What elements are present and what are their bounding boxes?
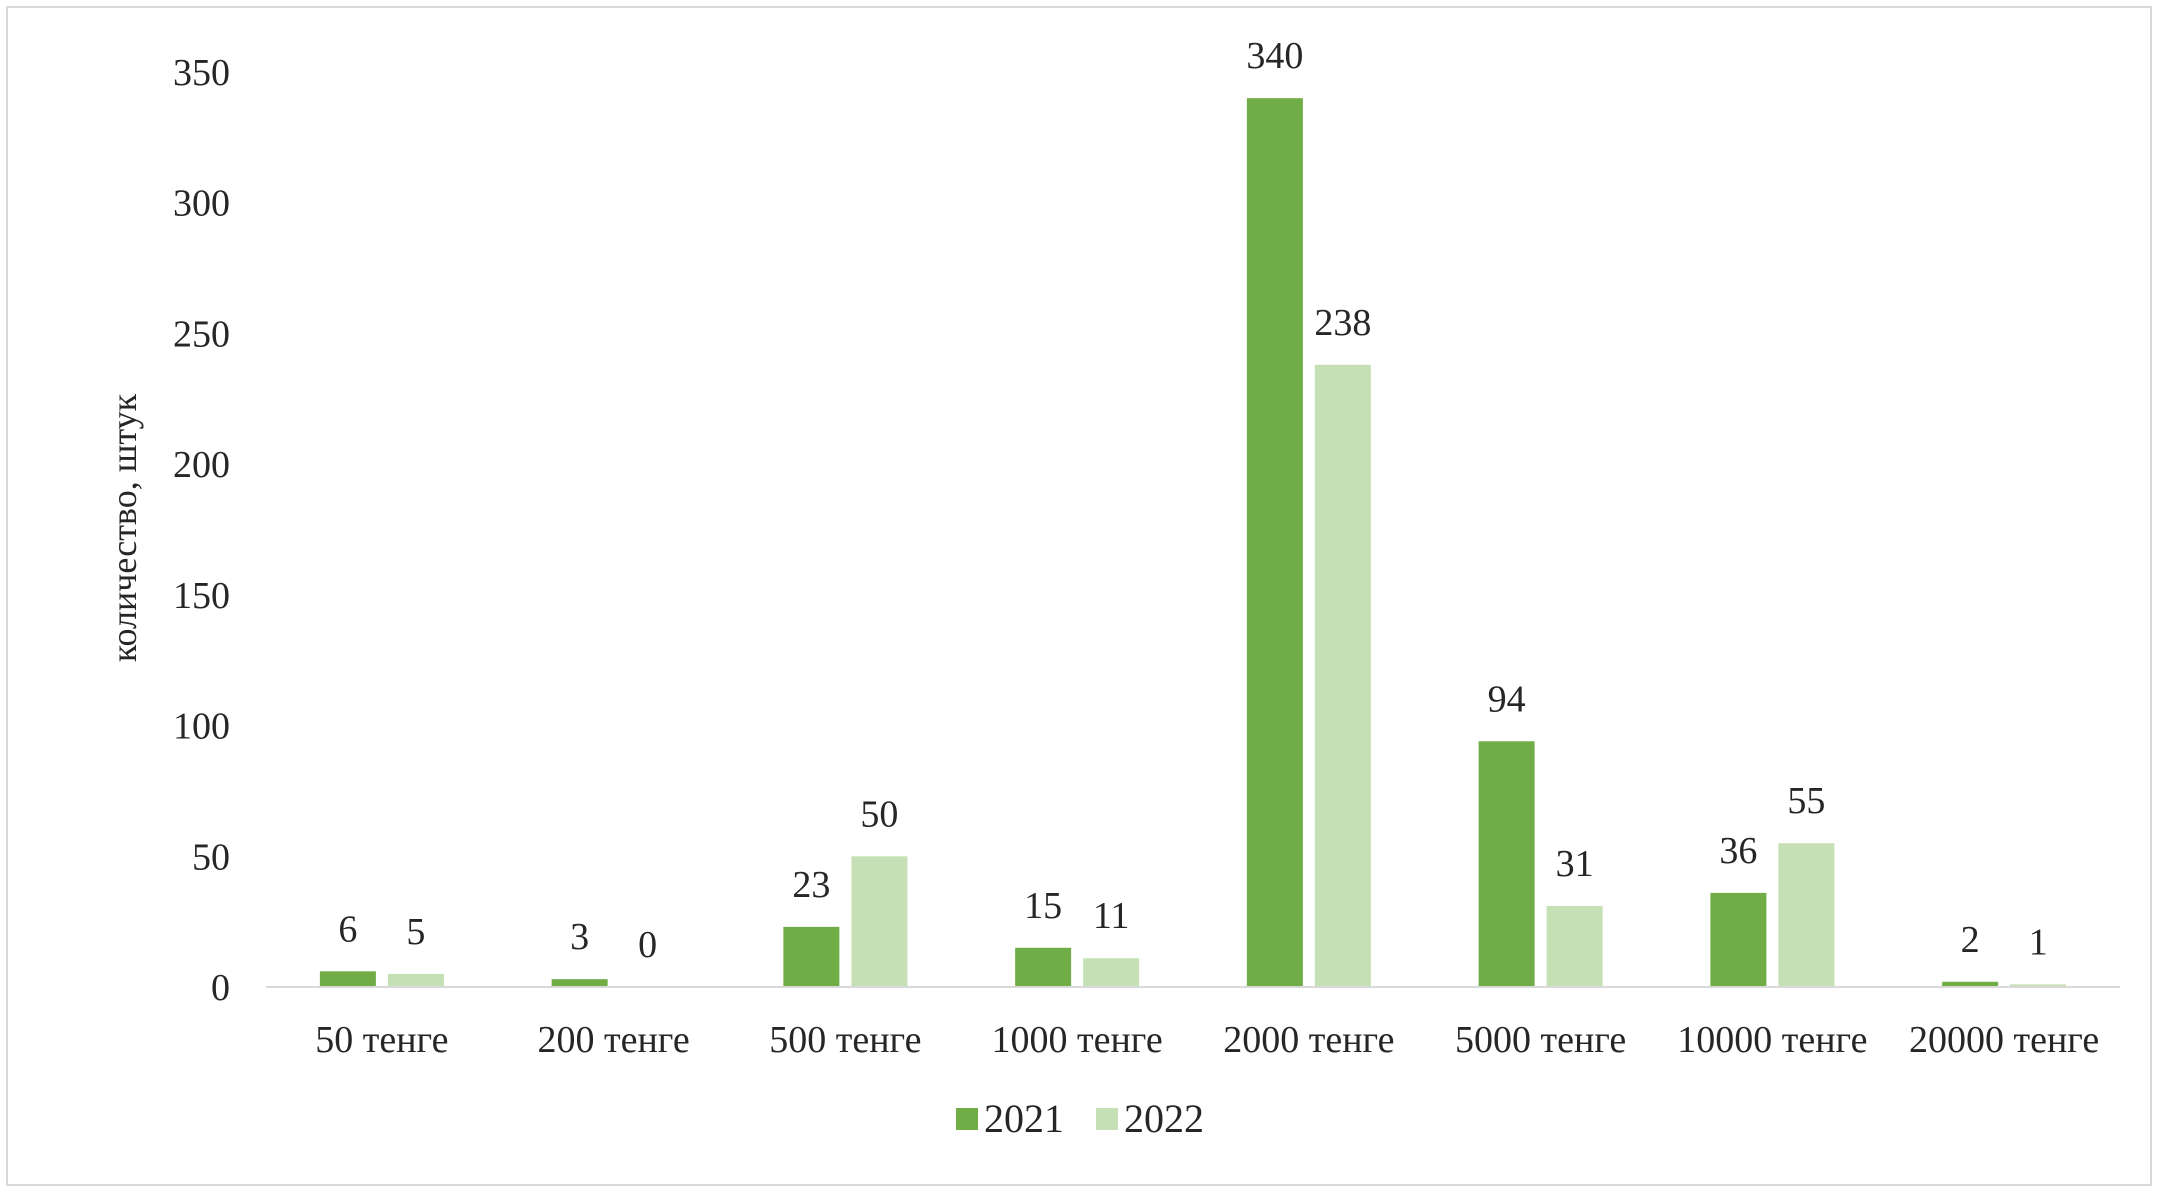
category-labels: 50 тенге 200 тенге 500 тенге 1000 тенге 2000… bbox=[315, 1019, 2099, 1061]
bar-2022-6 bbox=[1778, 843, 1835, 987]
bar-2022-7 bbox=[2010, 984, 2067, 987]
y-tick-label: 0 bbox=[211, 967, 230, 1009]
data-label: 6 bbox=[338, 908, 357, 950]
data-label: 23 bbox=[792, 864, 830, 906]
legend-label: 2022 bbox=[1124, 1096, 1204, 1141]
bar-2021-1 bbox=[551, 979, 608, 987]
bar-2022-2 bbox=[851, 856, 908, 987]
legend-swatch bbox=[1096, 1108, 1118, 1130]
data-label: 5 bbox=[406, 911, 425, 953]
legend-label: 2021 bbox=[984, 1096, 1064, 1141]
data-label: 1 bbox=[2029, 921, 2048, 963]
y-axis-title: количество, штук bbox=[104, 393, 144, 662]
y-tick-label: 250 bbox=[173, 313, 230, 355]
bar-2021-0 bbox=[319, 971, 376, 987]
y-tick-label: 350 bbox=[173, 52, 230, 94]
category-label: 500 тенге bbox=[769, 1019, 921, 1061]
data-label: 55 bbox=[1787, 780, 1825, 822]
y-axis-ticks: 0 50 100 150 200 250 300 350 bbox=[173, 52, 230, 1009]
bar-2021-4 bbox=[1246, 98, 1303, 987]
bar-2022-3 bbox=[1083, 958, 1140, 987]
category-label: 200 тенге bbox=[537, 1019, 689, 1061]
category-label: 5000 тенге bbox=[1455, 1019, 1626, 1061]
category-label: 20000 тенге bbox=[1909, 1019, 2099, 1061]
bar-2021-7 bbox=[1942, 981, 1999, 987]
category-label: 1000 тенге bbox=[991, 1019, 1162, 1061]
data-label: 50 bbox=[860, 793, 898, 835]
data-label: 15 bbox=[1024, 885, 1062, 927]
data-label: 0 bbox=[638, 924, 657, 966]
y-tick-label: 100 bbox=[173, 706, 230, 748]
data-label: 3 bbox=[570, 916, 589, 958]
legend: 2021 2022 bbox=[956, 1096, 1204, 1141]
data-labels: 6 5 3 0 23 50 15 11 340 238 94 31 36 55 2 1 bbox=[338, 35, 2047, 966]
chart-frame: количество, штук 0 50 100 150 200 250 300 350 6… bbox=[6, 6, 2152, 1186]
bar-2021-2 bbox=[783, 926, 840, 987]
bars bbox=[319, 98, 2067, 987]
category-label: 2000 тенге bbox=[1223, 1019, 1394, 1061]
y-tick-label: 50 bbox=[192, 836, 230, 878]
data-label: 94 bbox=[1488, 678, 1526, 720]
bar-2022-0 bbox=[387, 973, 444, 987]
bar-2021-6 bbox=[1710, 892, 1767, 987]
bar-2022-5 bbox=[1546, 905, 1603, 987]
bar-2022-4 bbox=[1314, 364, 1371, 987]
category-label: 50 тенге bbox=[315, 1019, 448, 1061]
data-label: 340 bbox=[1246, 35, 1303, 77]
data-label: 2 bbox=[1961, 919, 1980, 961]
data-label: 11 bbox=[1093, 895, 1130, 937]
category-label: 10000 тенге bbox=[1677, 1019, 1867, 1061]
y-tick-label: 200 bbox=[173, 444, 230, 486]
y-tick-label: 300 bbox=[173, 183, 230, 225]
bar-2021-3 bbox=[1015, 947, 1072, 987]
legend-swatch bbox=[956, 1108, 978, 1130]
data-label: 31 bbox=[1556, 843, 1594, 885]
data-label: 238 bbox=[1314, 302, 1371, 344]
data-label: 36 bbox=[1719, 830, 1757, 872]
y-tick-label: 150 bbox=[173, 575, 230, 617]
bar-2021-5 bbox=[1478, 741, 1535, 987]
